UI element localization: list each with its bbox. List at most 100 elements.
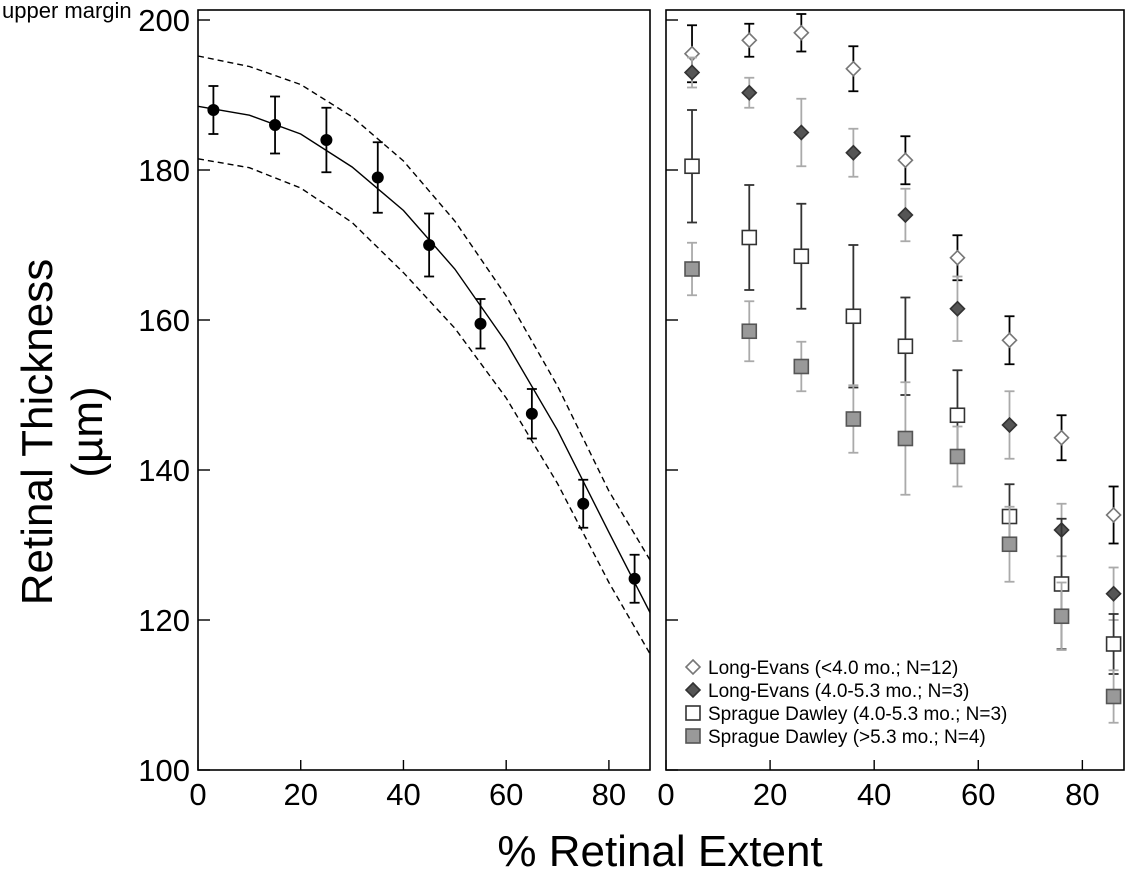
point-marker (845, 411, 862, 427)
series-3 (684, 109, 1122, 675)
data-point (949, 425, 966, 488)
x-tick-label: 40 (857, 777, 891, 812)
point-marker (845, 308, 862, 325)
point-marker (1105, 506, 1122, 524)
data-point (741, 76, 758, 109)
legend-label: Sprague Dawley (>5.3 mo.; N=4) (708, 727, 986, 748)
series-2 (683, 56, 1122, 621)
data-point (207, 85, 220, 135)
right-y-axis (666, 19, 678, 771)
x-tick-label: 80 (1065, 777, 1099, 812)
point-marker (1053, 429, 1070, 446)
data-point (474, 298, 487, 350)
point-marker (949, 300, 966, 317)
point-marker (371, 171, 384, 184)
point-marker (423, 239, 436, 251)
point-marker (897, 430, 914, 447)
data-point (628, 553, 641, 604)
y-axis-title: Retinal Thickness (µm) (13, 259, 112, 605)
data-point (1001, 390, 1018, 460)
data-point (949, 234, 966, 282)
data-point (741, 22, 758, 58)
data-point (793, 202, 810, 310)
x-tick-label: 80 (592, 777, 626, 812)
legend-marker (685, 728, 701, 744)
point-marker (897, 338, 914, 355)
point-marker (741, 84, 758, 101)
point-marker (741, 323, 758, 340)
left-x-axis: 0 20 40 60 80 (189, 760, 626, 812)
data-point (1105, 485, 1122, 545)
data-point (683, 56, 701, 89)
point-marker (793, 248, 810, 265)
confidence-bands (197, 55, 651, 655)
point-marker (897, 206, 914, 224)
y-tick-label: 160 (138, 303, 190, 338)
legend-marker (684, 681, 702, 699)
point-marker (949, 407, 966, 424)
point-marker (684, 261, 700, 277)
y-tick-label: 140 (138, 453, 190, 488)
data-point (741, 300, 758, 363)
data-point (845, 45, 862, 93)
left-panel: 100 120 140 160 180 200 0 20 40 60 80 (138, 3, 651, 812)
point-marker (320, 134, 333, 146)
data-point (269, 95, 282, 155)
point-marker (1105, 688, 1122, 705)
data-point (1001, 505, 1018, 583)
point-marker (793, 124, 810, 141)
point-marker (741, 32, 758, 49)
data-point (1001, 315, 1018, 366)
left-y-axis: 100 120 140 160 180 200 (138, 3, 210, 788)
legend-item: Sprague Dawley (>5.3 mo.; N=4) (685, 727, 986, 748)
point-marker (1053, 608, 1070, 625)
data-point (949, 275, 966, 342)
top-caption: upper margin (2, 0, 132, 23)
data-point (793, 340, 810, 393)
data-point (1053, 414, 1070, 462)
y-tick-label: 180 (138, 153, 190, 188)
point-marker (845, 60, 862, 77)
x-axis-title: % Retinal Extent (497, 827, 822, 876)
data-point (1053, 581, 1070, 651)
x-tick-label: 0 (189, 777, 206, 812)
right-data-points (683, 13, 1122, 724)
point-marker (793, 24, 810, 41)
x-tick-label: 20 (283, 777, 317, 812)
right-panel: 0 20 40 60 80 Long-Evans (<4.0 mo.; N=12)Lon… (657, 9, 1125, 812)
fit-curve-group (197, 105, 651, 613)
point-marker (269, 119, 282, 131)
point-marker (1105, 636, 1122, 652)
legend-label: Long-Evans (<4.0 mo.; N=12) (708, 658, 958, 679)
y-tick-label: 120 (138, 603, 190, 638)
legend-marker (685, 705, 701, 721)
series-4 (684, 241, 1122, 724)
legend-item: Sprague Dawley (4.0-5.3 mo.; N=3) (685, 704, 1007, 725)
y-tick-label: 100 (138, 753, 190, 788)
x-tick-label: 40 (386, 777, 420, 812)
data-point (845, 127, 862, 178)
data-point (684, 109, 700, 224)
legend-marker (684, 658, 702, 676)
point-marker (1105, 585, 1122, 602)
legend-label: Sprague Dawley (4.0-5.3 mo.; N=3) (708, 704, 1007, 725)
data-point (897, 135, 914, 186)
series-1 (683, 13, 1122, 545)
y-axis-title-line1: Retinal Thickness (13, 259, 62, 605)
point-marker (525, 407, 538, 420)
point-marker (793, 358, 810, 375)
right-panel-frame (665, 9, 1125, 771)
y-axis-title-unit: (µm) (63, 386, 112, 477)
point-marker (1001, 536, 1018, 553)
data-point (845, 384, 862, 454)
point-marker (474, 317, 487, 330)
data-point (897, 296, 914, 396)
data-point (793, 97, 810, 168)
point-marker (845, 144, 862, 161)
right-x-axis: 0 20 40 60 80 (657, 760, 1100, 812)
confidence-band-line (197, 55, 651, 561)
point-marker (949, 448, 966, 465)
legend-label: Long-Evans (4.0-5.3 mo.; N=3) (708, 681, 969, 702)
left-data-points (207, 85, 641, 604)
